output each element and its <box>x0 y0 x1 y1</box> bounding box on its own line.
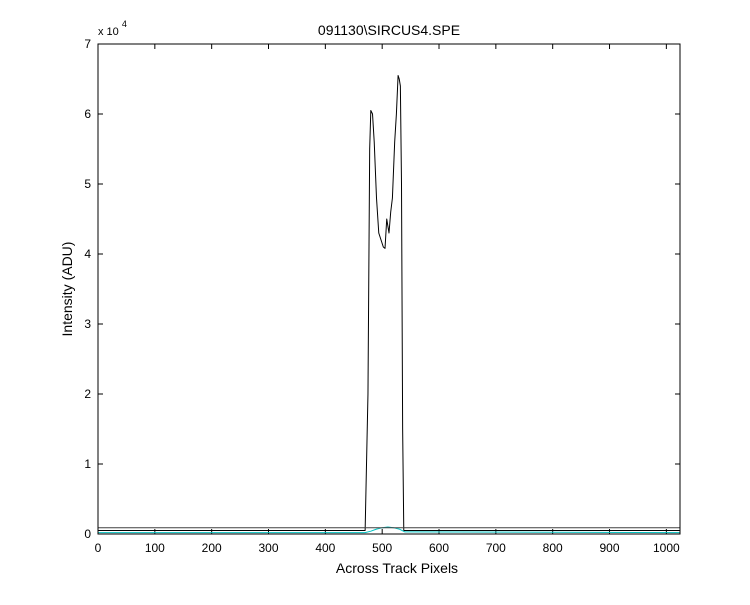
y-tick-label-2: 2 <box>84 387 91 401</box>
y-multiplier-label: x 10 4 <box>98 19 127 38</box>
x-tick-label-2: 200 <box>202 541 222 555</box>
x-tick-label-10: 1000 <box>653 541 680 555</box>
y-tick-label-1: 1 <box>84 457 91 471</box>
x-tick-label-3: 300 <box>258 541 278 555</box>
x-tick-label-6: 600 <box>429 541 449 555</box>
x-axis-label: Across Track Pixels <box>336 560 458 576</box>
y-tick-label-3: 3 <box>84 317 91 331</box>
x-tick-label-5: 500 <box>372 541 392 555</box>
series-line-0 <box>98 75 680 531</box>
x-tick-label-1: 100 <box>145 541 165 555</box>
y-multiplier-exponent: 4 <box>122 19 127 29</box>
y-tick-label-0: 0 <box>84 527 91 541</box>
x-tick-label-8: 800 <box>543 541 563 555</box>
y-tick-label-4: 4 <box>84 247 91 261</box>
plot-frame <box>97 43 681 535</box>
y-tick-label-6: 6 <box>84 107 91 121</box>
y-tick-label-5: 5 <box>84 177 91 191</box>
x-tick-label-4: 400 <box>315 541 335 555</box>
y-axis-label: Intensity (ADU) <box>59 242 75 337</box>
plot-area <box>98 44 680 534</box>
x-tick-label-9: 900 <box>600 541 620 555</box>
x-tick-label-0: 0 <box>95 541 102 555</box>
series-layer <box>98 75 681 534</box>
ticks-layer: 0 100 200 300 400 500 600 700 800 900 1000 0 1 2 3 4 5 6 7 <box>84 37 680 555</box>
y-tick-label-7: 7 <box>84 37 91 51</box>
y-multiplier-base: x 10 <box>98 26 119 38</box>
chart-title: 091130\SIRCUS4.SPE <box>318 22 460 38</box>
x-tick-label-7: 700 <box>486 541 506 555</box>
